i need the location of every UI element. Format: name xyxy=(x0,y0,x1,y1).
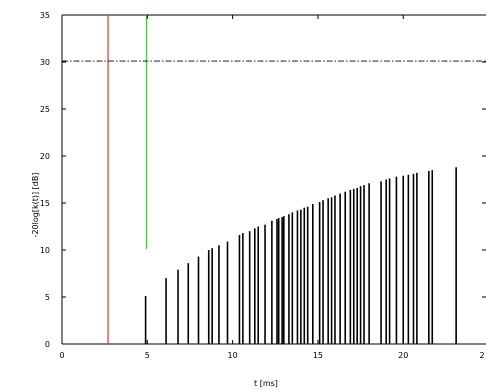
reference-lines xyxy=(62,15,486,344)
y-tick-label: 25 xyxy=(40,105,50,114)
y-tick-label: 30 xyxy=(40,58,50,67)
x-tick-label: 0 xyxy=(59,351,64,360)
y-tick-label: 0 xyxy=(45,340,50,349)
axis-ticks xyxy=(61,14,486,345)
plot-frame xyxy=(61,14,486,345)
x-tick-label: 5 xyxy=(145,351,150,360)
y-axis-label: -20log[k(t)] [dB] xyxy=(31,173,40,238)
y-tick-label: 5 xyxy=(45,293,50,302)
y-tick-label: 20 xyxy=(40,152,50,161)
impulse-bars xyxy=(144,167,457,344)
y-tick-label: 15 xyxy=(40,199,50,208)
x-tick-label: 10 xyxy=(228,351,238,360)
x-axis-label: t [ms] xyxy=(254,379,278,388)
x-tick-label: 20 xyxy=(398,351,408,360)
y-tick-label: 10 xyxy=(40,246,50,255)
x-tick-label: 15 xyxy=(313,351,323,360)
y-tick-label: 35 xyxy=(40,11,50,20)
x-tick-label: 2 xyxy=(479,351,484,360)
tick-labels: 0 5 10 15 20 25 30 35 0 5 10 15 20 2 xyxy=(40,11,485,360)
